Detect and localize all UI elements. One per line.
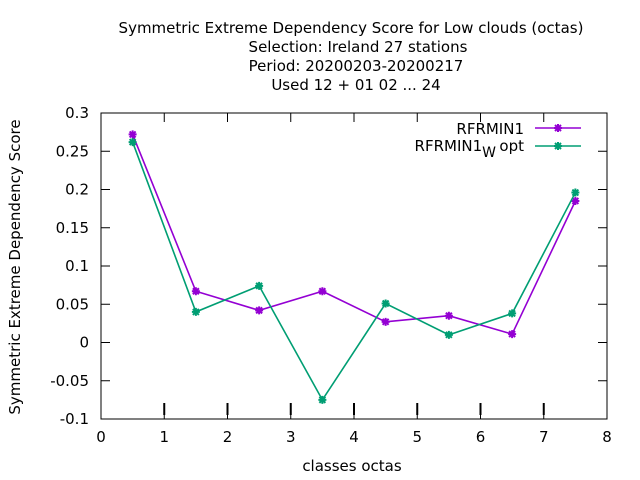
x-tick-label: 4	[349, 428, 359, 446]
series-line	[131, 141, 577, 402]
y-axis-label: Symmetric Extreme Dependency Score	[6, 119, 24, 414]
data-point	[318, 395, 327, 404]
x-tick-label: 5	[412, 428, 422, 446]
legend-label-2-name: RFRMIN1	[415, 137, 483, 155]
legend-label-1: RFRMIN1	[456, 120, 524, 138]
x-tick-label: 2	[223, 428, 233, 446]
data-point	[128, 138, 137, 147]
title-line-4: Used 12 + 01 02 ... 24	[271, 76, 440, 94]
data-point	[508, 309, 517, 318]
x-tick-label: 8	[602, 428, 612, 446]
data-point	[444, 311, 453, 320]
y-tick-label: 0.05	[56, 295, 89, 313]
legend-label-2-suffix: opt	[495, 137, 524, 155]
x-tick-label: 6	[476, 428, 486, 446]
x-tick-label: 1	[159, 428, 169, 446]
data-point	[571, 188, 580, 197]
y-tick-label: 0.1	[65, 257, 89, 275]
data-point	[444, 330, 453, 339]
x-axis-label: classes octas	[302, 457, 402, 475]
data-point	[508, 330, 517, 339]
y-tick-label: 0.25	[56, 142, 89, 160]
title-line-1: Symmetric Extreme Dependency Score for L…	[119, 19, 584, 37]
data-point	[318, 287, 327, 296]
legend-label-2-subscript: W	[482, 145, 496, 161]
title-line-2: Selection: Ireland 27 stations	[249, 38, 468, 56]
legend-marker-2	[554, 142, 562, 150]
title-line-3: Period: 20200203-20200217	[249, 57, 464, 75]
y-tick-label: -0.05	[50, 372, 89, 390]
data-point	[191, 287, 200, 296]
series-layer	[128, 130, 580, 404]
y-tick-label: 0.15	[56, 219, 89, 237]
y-tick-label: 0.3	[65, 104, 89, 122]
legend-marker-1	[554, 124, 562, 132]
plot-frame	[100, 112, 608, 420]
series-line	[131, 134, 577, 336]
x-tick-label: 7	[539, 428, 549, 446]
y-tick-label: 0.2	[65, 181, 89, 199]
x-tick-label: 3	[286, 428, 296, 446]
data-point	[255, 281, 264, 290]
legend-label-2: RFRMIN1W	[415, 137, 497, 161]
data-point	[255, 306, 264, 315]
data-point	[381, 317, 390, 326]
data-point	[191, 307, 200, 316]
y-tick-label: -0.1	[60, 410, 89, 428]
data-point	[128, 130, 137, 139]
series-1	[128, 130, 580, 339]
axes: 0 1 2 3 4 5 6 7 8 0.3 0.25 0.2 0.15 0.1 0.05 0 -0.05 -0.1	[50, 104, 612, 446]
chart-title: Symmetric Extreme Dependency Score for L…	[119, 19, 584, 94]
legend: RFRMIN1 RFRMIN1W opt	[415, 120, 581, 161]
x-tick-label: 0	[96, 428, 106, 446]
series-2	[128, 138, 580, 404]
y-tick-label: 0	[79, 334, 89, 352]
data-point	[571, 196, 580, 205]
data-point	[381, 299, 390, 308]
